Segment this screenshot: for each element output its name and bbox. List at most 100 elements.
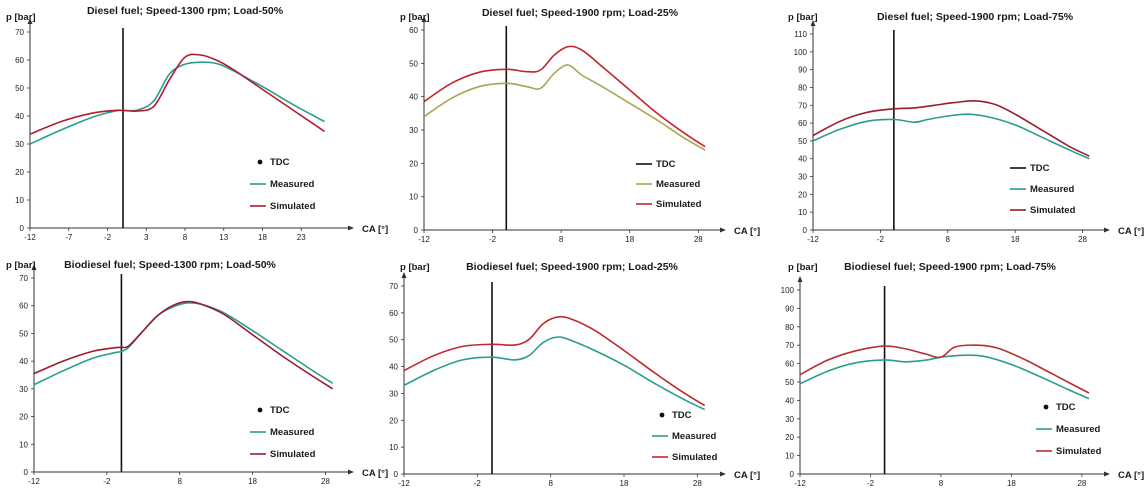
y-axis-label: p [bar] [6,12,36,23]
panel-2: -12 -2 8 18 28 0 10 20 30 40 50 60 Diesel fuel; Spee… [400,7,760,244]
series-line-simulated [799,344,1090,394]
y-tick-label: 40 [785,396,794,405]
y-tick-label: 30 [389,389,398,398]
y-tick-label: 100 [781,286,795,295]
legend-label-tdc: TDC [270,157,290,168]
x-tick-label: 18 [1007,479,1016,488]
y-tick-label: 70 [798,101,807,110]
legend-label-measured: Measured [1056,424,1101,435]
y-tick-label: 10 [798,208,807,217]
x-tick-label: 28 [1077,479,1086,488]
x-tick-label: -2 [474,479,482,488]
y-tick-label: 50 [785,378,794,387]
y-tick-label: 50 [19,329,28,338]
y-tick-label: 20 [409,159,418,168]
x-tick-label: -12 [807,235,819,244]
y-tick-label: 0 [790,470,795,479]
x-axis-arrow [348,469,354,475]
legend-label-simulated: Simulated [270,449,316,460]
y-axis-arrow [31,264,37,270]
y-tick-label: 0 [20,224,25,233]
y-tick-label: 50 [15,84,24,93]
y-tick-label: 70 [19,274,28,283]
x-tick-label: 8 [946,235,951,244]
y-tick-label: 30 [798,173,807,182]
panel-1: -12 -7 -2 3 8 13 18 23 0 10 20 30 40 50 60 70 Diesel fue… [6,5,388,242]
legend-label-tdc: TDC [1056,402,1076,413]
chart-title: Biodiesel fuel; Speed-1300 rpm; Load-50% [64,259,276,271]
x-tick-label: 3 [144,233,149,242]
y-tick-label: 70 [15,28,24,37]
y-tick-label: 30 [409,126,418,135]
x-tick-label: -2 [489,235,497,244]
y-tick-label: 0 [394,470,399,479]
y-axis-arrow [27,18,33,24]
legend-marker-tdc [257,407,263,413]
y-tick-label: 50 [409,59,418,68]
y-tick-label: 40 [19,357,28,366]
chart-title: Biodiesel fuel; Speed-1900 rpm; Load-25% [466,261,678,273]
x-tick-label: -2 [103,477,111,486]
x-tick-label: 18 [620,479,629,488]
y-tick-label: 20 [798,190,807,199]
y-tick-label: 20 [15,168,24,177]
x-axis-label: CA [°] [734,226,760,237]
x-tick-label: 13 [219,233,228,242]
series-line-measured [423,64,706,151]
x-tick-label: 8 [548,479,553,488]
x-axis-arrow [348,225,354,231]
legend-label-measured: Measured [270,179,315,190]
x-axis-label: CA [°] [734,470,760,481]
y-tick-label: 40 [409,93,418,102]
y-tick-label: 20 [785,433,794,442]
y-tick-label: 10 [785,452,794,461]
y-axis-arrow [401,272,407,278]
y-tick-label: 70 [785,341,794,350]
series-line-measured [29,61,325,145]
legend-label-simulated: Simulated [1056,446,1102,457]
y-axis-label: p [bar] [400,12,430,23]
legend-label-simulated: Simulated [1030,205,1076,216]
y-tick-label: 30 [19,385,28,394]
y-tick-label: 20 [19,413,28,422]
legend-marker-tdc [257,159,263,165]
series-line-measured [33,301,334,386]
x-tick-label: -12 [28,477,40,486]
y-tick-label: 60 [409,26,418,35]
series-line-simulated [812,99,1090,157]
x-tick-label: 28 [1078,235,1087,244]
x-axis-arrow [720,471,726,477]
y-tick-label: 100 [794,48,808,57]
y-axis-arrow [421,16,427,22]
panel-6: -12 -2 8 18 28 0 10 20 30 40 50 60 70 80 90 100 Biodiese… [781,261,1145,488]
x-axis-arrow [720,227,726,233]
y-tick-label: 90 [798,66,807,75]
x-tick-label: 8 [177,477,182,486]
x-tick-label: 28 [693,479,702,488]
x-tick-label: 8 [939,479,944,488]
y-tick-label: 60 [798,119,807,128]
y-tick-label: 50 [798,137,807,146]
x-tick-label: 18 [1011,235,1020,244]
series-line-measured [812,113,1090,160]
series-line-simulated [403,315,706,407]
y-axis-label: p [bar] [788,12,818,23]
y-tick-label: 20 [389,416,398,425]
legend-label-tdc: TDC [1030,163,1050,174]
y-tick-label: 10 [19,440,28,449]
x-axis-label: CA [°] [362,468,388,479]
y-tick-label: 60 [785,360,794,369]
series-line-simulated [29,53,325,135]
x-tick-label: -12 [398,479,410,488]
x-tick-label: -2 [104,233,112,242]
y-tick-label: 80 [798,83,807,92]
y-tick-label: 30 [15,140,24,149]
legend-label-simulated: Simulated [672,452,718,463]
x-tick-label: 8 [183,233,188,242]
x-tick-label: 18 [258,233,267,242]
panel-4: -12 -2 8 18 28 0 10 20 30 40 50 60 70 Biodiesel fuel;… [6,259,388,486]
y-axis-arrow [797,276,803,282]
x-tick-label: -12 [418,235,430,244]
x-axis-label: CA [°] [1118,226,1144,237]
y-axis-arrow [810,20,816,26]
